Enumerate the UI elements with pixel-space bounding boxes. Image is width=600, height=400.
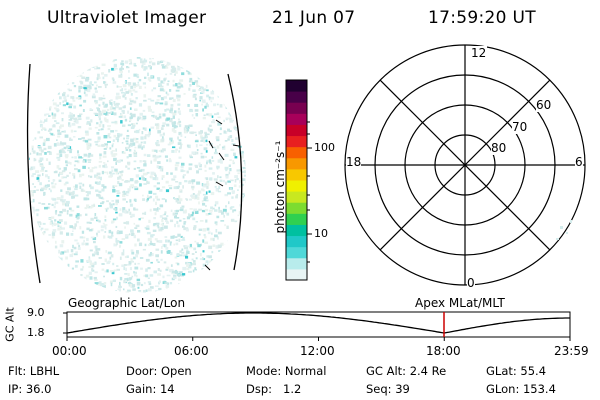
colorbar-swatch <box>286 168 307 181</box>
colorbar-swatch <box>286 268 307 281</box>
status-glon: GLon: 153.4 <box>486 382 556 396</box>
observation-time: 17:59:20 UT <box>428 8 536 28</box>
timeline-y-axis-label: GC Alt <box>3 307 17 342</box>
colorbar-unit-label: photon cm⁻²s⁻¹ <box>273 140 287 234</box>
colorbar-tick-100: 100 <box>314 141 335 154</box>
status-ip: IP: 36.0 <box>8 382 52 396</box>
polar-ring-label-60: 60 <box>536 98 552 112</box>
colorbar-swatch <box>286 102 307 114</box>
image-right-boundary <box>227 73 243 271</box>
status-dsp: Dsp: 1.2 <box>246 382 302 396</box>
colorbar-swatch <box>286 191 307 203</box>
timeline-x-tick-0600: 06:00 <box>174 344 209 358</box>
status-gc-alt: GC Alt: 2.4 Re <box>366 364 447 378</box>
colorbar-frame <box>285 79 308 281</box>
status-gain: Gain: 14 <box>126 382 175 396</box>
timeline-y-ticks <box>63 312 67 334</box>
colorbar-swatch <box>286 157 307 170</box>
image-edge-marks <box>204 119 240 271</box>
colorbar-swatch <box>286 80 307 92</box>
colorbar-swatch <box>286 113 307 125</box>
colorbar-tick-10: 10 <box>314 227 328 240</box>
polar-hour-0: 0 <box>467 276 475 290</box>
timeline-y-tick-9: 9.0 <box>27 306 45 319</box>
status-seq: Seq: 39 <box>366 382 410 396</box>
polar-speckle <box>556 220 572 240</box>
timeline-y-tick-1-8: 1.8 <box>27 326 45 339</box>
status-glat: GLat: 55.4 <box>486 364 547 378</box>
timeline-x-tick-1200: 12:00 <box>300 344 335 358</box>
colorbar-ticks <box>307 121 312 263</box>
uv-image <box>26 57 246 293</box>
polar-hour-6: 6 <box>575 155 583 169</box>
colorbar-swatch <box>286 91 307 103</box>
status-mode: Mode: Normal <box>246 364 327 378</box>
colorbar-swatch <box>286 180 307 192</box>
observation-date: 21 Jun 07 <box>272 8 356 28</box>
colorbar-swatch <box>286 135 307 148</box>
timeline-right-title: Apex MLat/MLT <box>415 296 505 310</box>
instrument-title: Ultraviolet Imager <box>47 8 207 28</box>
status-door: Door: Open <box>126 364 192 378</box>
colorbar-swatch <box>286 146 307 159</box>
colorbar-swatch <box>286 224 307 237</box>
image-left-boundary <box>26 63 41 284</box>
polar-plot <box>344 44 586 286</box>
polar-hour-18: 18 <box>346 155 362 169</box>
timeline-x-ticks <box>66 337 571 341</box>
timeline-x-tick-0000: 00:00 <box>52 344 87 358</box>
polar-ring-label-70: 70 <box>512 120 528 134</box>
colorbar-swatch <box>286 246 307 259</box>
colorbar <box>286 80 307 281</box>
colorbar-swatch <box>286 235 307 248</box>
colorbar-swatch <box>286 257 307 270</box>
colorbar-swatch <box>286 213 307 225</box>
polar-diagonal-2 <box>379 79 551 251</box>
colorbar-swatch <box>286 202 307 214</box>
colorbar-swatch <box>286 124 307 137</box>
timeline-x-tick-2359: 23:59 <box>554 344 589 358</box>
altitude-curve <box>66 312 570 334</box>
polar-ring-label-80: 80 <box>491 141 507 155</box>
polar-hour-12: 12 <box>470 46 488 60</box>
status-filter: Flt: LBHL <box>8 364 60 378</box>
timeline-left-title: Geographic Lat/Lon <box>68 296 186 310</box>
timeline-x-tick-1800: 18:00 <box>426 344 461 358</box>
